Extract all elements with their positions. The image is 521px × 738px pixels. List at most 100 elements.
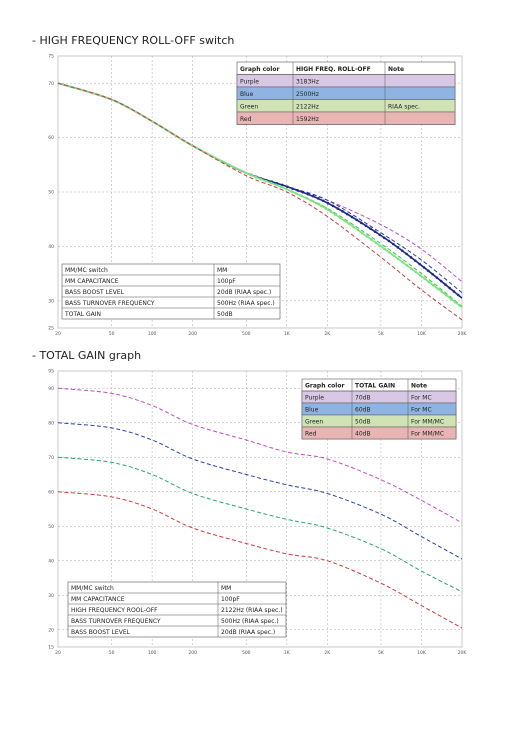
- series-marker: [414, 259, 417, 262]
- series-marker: [370, 238, 373, 241]
- legend-header: Graph color: [305, 383, 344, 390]
- legend-cell: 2122Hz: [296, 104, 319, 111]
- y-tick-label: 30: [48, 298, 54, 304]
- settings-cell: 2122Hz (RIAA spec.): [221, 607, 283, 614]
- series-marker: [356, 228, 360, 232]
- x-tick-label: 500: [242, 331, 251, 337]
- legend-cell: Green: [240, 104, 258, 111]
- settings-cell: MM: [221, 585, 231, 592]
- y-tick-label: 40: [48, 244, 54, 250]
- series-marker: [383, 247, 387, 251]
- series-marker: [432, 284, 435, 287]
- series-marker: [361, 231, 364, 235]
- legend-cell: 50dB: [355, 419, 371, 426]
- settings-cell: MM CAPACITANCE: [71, 596, 125, 603]
- x-tick-label: 10K: [417, 650, 427, 656]
- y-tick-label: 70: [48, 81, 54, 87]
- series-marker: [405, 264, 409, 267]
- x-tick-label: 1K: [284, 331, 291, 337]
- series-marker: [280, 185, 283, 189]
- series-marker: [414, 270, 418, 274]
- series-marker: [418, 274, 422, 277]
- legend-cell: Purple: [240, 79, 259, 86]
- series-marker: [410, 267, 413, 271]
- y-tick-label: 80: [48, 420, 54, 426]
- legend-cell: For MC: [411, 395, 432, 402]
- series-marker: [331, 204, 335, 208]
- settings-cell: 100pF: [217, 278, 236, 285]
- legend-row: [301, 402, 457, 416]
- x-tick-label: 200: [188, 650, 197, 656]
- x-tick-label: 5K: [378, 331, 385, 337]
- series-marker: [315, 201, 318, 205]
- series-marker: [290, 190, 293, 193]
- settings-cell: MM/MC switch: [71, 585, 114, 592]
- chart-1: 20 50 100 200 500 1K 2K 5K 10K 20K 25 30 40 50 60 70 75 G…: [48, 54, 467, 337]
- y-tick-label: 15: [48, 645, 54, 651]
- x-tick-label: 100: [148, 650, 157, 656]
- series-marker: [456, 293, 460, 297]
- series-marker: [396, 257, 400, 261]
- section-title-rolloff: - HIGH FREQUENCY ROLL-OFF switch: [32, 34, 235, 47]
- series-marker: [285, 187, 288, 191]
- series-marker: [444, 283, 447, 286]
- y-tick-label: 95: [48, 369, 54, 375]
- series-marker: [286, 185, 289, 189]
- settings-frame: [67, 581, 287, 638]
- legend-cell: For MM/MC: [411, 431, 444, 438]
- series-marker: [352, 225, 355, 229]
- x-tick-label: 500: [242, 650, 251, 656]
- legend-cell: 60dB: [355, 407, 371, 414]
- series-marker: [364, 224, 368, 228]
- legend-row: [236, 111, 456, 125]
- settings-cell: BASS BOOST LEVEL: [65, 289, 125, 296]
- series-marker: [431, 272, 434, 276]
- series-marker: [374, 241, 378, 245]
- settings-cell: MM CAPACITANCE: [65, 278, 119, 285]
- series-marker: [365, 235, 369, 238]
- series-marker: [449, 297, 453, 301]
- series-marker: [418, 262, 421, 266]
- series-marker: [435, 276, 439, 279]
- series-marker: [296, 189, 300, 192]
- series-marker: [254, 175, 258, 179]
- legend-row: [236, 99, 456, 113]
- series-marker: [452, 290, 456, 293]
- y-tick-label: 90: [48, 386, 54, 392]
- series-marker: [326, 201, 330, 205]
- series-marker: [453, 300, 457, 304]
- y-tick-label: 50: [48, 524, 54, 530]
- legend-header: TOTAL GAIN: [355, 383, 395, 390]
- x-tick-label: 2K: [324, 650, 331, 656]
- settings-cell: BASS BOOST LEVEL: [71, 629, 131, 636]
- section-title-total-gain: - TOTAL GAIN graph: [32, 349, 142, 362]
- y-tick-label: 60: [48, 489, 54, 495]
- series-marker: [423, 277, 426, 280]
- series-marker: [275, 183, 278, 187]
- series-marker: [383, 236, 386, 240]
- series-marker: [291, 187, 294, 190]
- series-marker: [306, 192, 310, 196]
- settings-cell: 20dB (RIAA spec.): [221, 629, 275, 636]
- legend-table: Graph color HIGH FREQ. ROLL-OFF Note Purple…: [236, 61, 456, 125]
- settings-cell: 500Hz (RIAA spec.): [217, 300, 275, 307]
- series-marker: [422, 266, 426, 269]
- y-tick-label: 20: [48, 627, 54, 633]
- series-marker: [400, 249, 404, 252]
- settings-cell: BASS TURNOVER FREQUENCY: [65, 300, 155, 307]
- series-marker: [347, 222, 351, 225]
- series-marker: [295, 192, 298, 195]
- series-marker: [436, 287, 440, 290]
- x-tick-label: 100: [148, 331, 157, 337]
- settings-cell: MM: [217, 267, 227, 274]
- x-tick-label: 20: [55, 650, 61, 656]
- legend-header: Note: [411, 383, 427, 390]
- series-marker: [392, 242, 395, 246]
- legend-cell: RIAA spec.: [388, 104, 420, 111]
- series-marker: [319, 204, 323, 208]
- series-marker: [387, 251, 391, 254]
- x-tick-label: 5K: [378, 650, 385, 656]
- series-marker: [301, 191, 305, 194]
- legend-cell: Blue: [305, 407, 319, 414]
- legend-cell: For MC: [411, 407, 432, 414]
